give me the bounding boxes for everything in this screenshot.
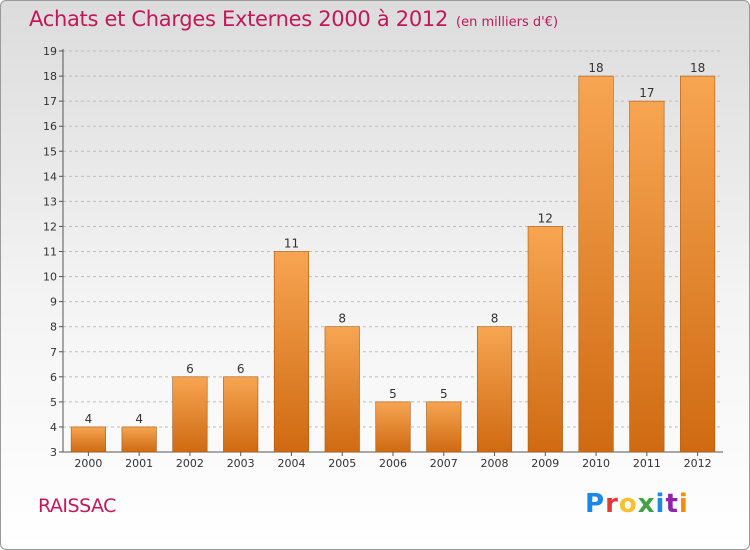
data-label-2008: 8 (491, 312, 499, 326)
labels: 3 4 5 6 7 8 9 10 11 12 13 14 15 16 17 18 19 4 2000 4 2001 6 20… (43, 45, 712, 470)
y-tick-label: 9 (50, 296, 57, 309)
data-label-2000: 4 (85, 412, 93, 426)
bar-2012 (680, 75, 716, 453)
chart-title-text: Achats et Charges Externes 2000 à 2012 (29, 7, 449, 31)
bar-2003 (223, 376, 259, 453)
bar-2001 (121, 426, 157, 453)
bar-2005 (324, 326, 360, 453)
y-tick-label: 8 (50, 321, 57, 334)
x-tick-label-2006: 2006 (379, 457, 407, 470)
bar-2011 (629, 100, 665, 453)
bar-2010 (578, 75, 614, 453)
y-tick-label: 13 (43, 195, 57, 208)
data-label-2006: 5 (389, 387, 397, 401)
x-tick-label-2009: 2009 (531, 457, 559, 470)
x-tick-label-2001: 2001 (125, 457, 153, 470)
y-tick-label: 11 (43, 246, 57, 259)
bar-2007 (426, 401, 462, 453)
data-label-2001: 4 (135, 412, 143, 426)
y-tick-label: 6 (50, 371, 57, 384)
x-tick-label-2012: 2012 (684, 457, 712, 470)
x-tick-label-2008: 2008 (481, 457, 509, 470)
x-tick-label-2011: 2011 (633, 457, 661, 470)
x-tick-label-2002: 2002 (176, 457, 204, 470)
logo-letter: i (655, 489, 666, 519)
y-tick-label: 5 (50, 396, 57, 409)
y-tick-label: 19 (43, 45, 57, 58)
proxiti-logo[interactable]: Proxiti (585, 489, 689, 519)
x-tick-label-2010: 2010 (582, 457, 610, 470)
x-tick-label-2000: 2000 (74, 457, 102, 470)
bar-2006 (375, 401, 411, 453)
data-label-2012: 18 (690, 61, 705, 75)
gridlines (63, 50, 723, 428)
data-label-2002: 6 (186, 362, 194, 376)
data-label-2009: 12 (538, 211, 553, 225)
commune-name: RAISSAC (38, 495, 116, 517)
y-tick-label: 4 (50, 421, 57, 434)
logo-letter: t (665, 489, 679, 519)
data-label-2003: 6 (237, 362, 245, 376)
bar-2004 (273, 251, 310, 453)
x-tick-label-2007: 2007 (430, 457, 458, 470)
x-tick-label-2005: 2005 (328, 457, 356, 470)
logo-letter: r (605, 489, 619, 519)
y-tick-label: 3 (50, 446, 57, 459)
logo-letter: P (585, 489, 606, 519)
chart-title-unit: (en milliers d'€) (456, 15, 559, 30)
logo-letter: i (678, 489, 689, 519)
logo-letter: o (618, 489, 638, 519)
y-tick-label: 16 (43, 120, 57, 133)
y-tick-label: 15 (43, 145, 57, 158)
logo-letter: x (637, 489, 656, 519)
y-tick-label: 14 (43, 170, 57, 183)
bar-2000 (70, 426, 106, 453)
data-label-2010: 18 (588, 61, 603, 75)
chart-title: Achats et Charges Externes 2000 à 2012 (e… (29, 7, 558, 31)
y-tick-label: 12 (43, 220, 57, 233)
y-tick-label: 17 (43, 95, 57, 108)
data-label-2005: 8 (338, 312, 346, 326)
y-tick-label: 18 (43, 70, 57, 83)
data-label-2011: 17 (639, 86, 654, 100)
bar-2008 (476, 326, 513, 453)
y-tick-label: 7 (50, 346, 57, 359)
bar-2009 (527, 226, 563, 453)
y-tick-label: 10 (43, 271, 57, 284)
bar-2002 (172, 376, 208, 453)
data-label-2004: 11 (284, 237, 299, 251)
bars (70, 75, 716, 453)
x-tick-label-2003: 2003 (227, 457, 255, 470)
x-tick-label-2004: 2004 (277, 457, 305, 470)
data-label-2007: 5 (440, 387, 448, 401)
